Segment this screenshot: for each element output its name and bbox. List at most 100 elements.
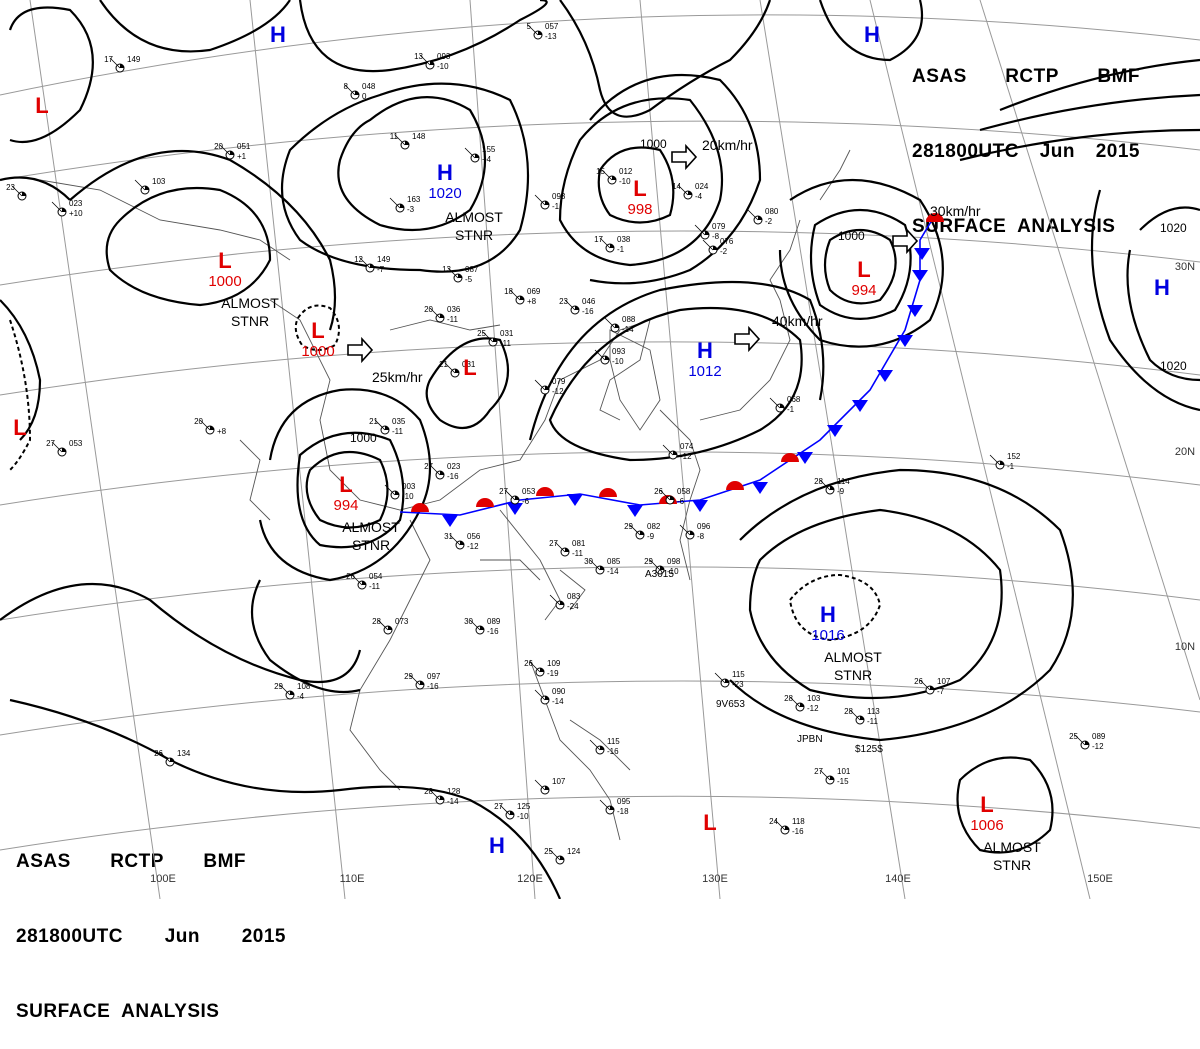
station-pressure: 079 bbox=[712, 222, 726, 231]
station-temperature: 20 bbox=[214, 142, 223, 151]
wind-barb-icon bbox=[159, 751, 171, 763]
station-pressure: 053 bbox=[522, 487, 536, 496]
center-status-note: STNR bbox=[834, 667, 872, 683]
movement-speed-label: 40km/hr bbox=[772, 313, 823, 329]
station-tendency: -10 bbox=[437, 62, 449, 71]
station-pressure: 080 bbox=[765, 207, 779, 216]
station-pressure: 096 bbox=[697, 522, 711, 531]
station-tendency: -10 bbox=[517, 812, 529, 821]
station-tendency: -11 bbox=[572, 549, 584, 558]
station-plot: 076-2 bbox=[702, 237, 734, 256]
station-tendency: +10 bbox=[69, 209, 83, 218]
station-temperature: 31 bbox=[444, 532, 453, 541]
station-pressure: 035 bbox=[392, 417, 406, 426]
high-pressure-icon: H bbox=[820, 602, 836, 627]
station-pressure: 093 bbox=[612, 347, 626, 356]
header-time: 281800UTC bbox=[16, 926, 123, 947]
station-plot: 29 108-4 bbox=[274, 682, 311, 701]
station-temperature: 26 bbox=[654, 487, 663, 496]
station-pressure: 074 bbox=[680, 442, 694, 451]
header-time: 281800UTC bbox=[912, 141, 1019, 162]
station-temperature: 17 bbox=[594, 235, 603, 244]
station-tendency: -1 bbox=[787, 405, 795, 414]
station-pressure: 038 bbox=[617, 235, 631, 244]
station-tendency: -10 bbox=[402, 492, 414, 501]
station-plot: 18 069+8 bbox=[504, 287, 541, 306]
longitude-label: 150E bbox=[1087, 873, 1113, 885]
cloud-cover-icon bbox=[545, 386, 549, 390]
wind-barb-icon bbox=[549, 849, 561, 861]
station-pressure: 115 bbox=[732, 670, 745, 679]
wind-barb-icon bbox=[429, 464, 441, 476]
station-plot: 27 081-11 bbox=[549, 539, 586, 558]
station-pressure: 058 bbox=[677, 487, 691, 496]
wind-barb-icon bbox=[662, 444, 674, 456]
latitude-label: 20N bbox=[1175, 446, 1195, 458]
station-plot: 095-18 bbox=[599, 797, 631, 816]
station-temperature: 24 bbox=[769, 817, 778, 826]
wind-barb-icon bbox=[659, 489, 671, 501]
station-tendency: -1 bbox=[617, 245, 625, 254]
cold-front-symbol bbox=[897, 335, 913, 347]
station-tendency: +1 bbox=[237, 152, 247, 161]
cloud-cover-icon bbox=[458, 274, 462, 278]
station-tendency: -16 bbox=[582, 307, 594, 316]
wind-barb-icon bbox=[679, 524, 691, 536]
wind-barb-icon bbox=[529, 661, 541, 673]
station-pressure: 113 bbox=[867, 707, 880, 716]
center-pressure-value: 994 bbox=[333, 497, 358, 514]
station-tendency: -15 bbox=[837, 777, 849, 786]
station-plot: 103 bbox=[134, 177, 166, 195]
station-pressure: 093 bbox=[437, 52, 451, 61]
station-pressure: 069 bbox=[527, 287, 541, 296]
station-plot: 25 031-11 bbox=[477, 329, 514, 348]
longitude-label: 130E bbox=[702, 873, 728, 885]
station-tendency: -2 bbox=[720, 247, 728, 256]
station-plot: 28 113-11 bbox=[844, 707, 880, 726]
station-tendency: -4 bbox=[297, 692, 305, 701]
station-tendency: -16 bbox=[607, 747, 619, 756]
wind-barb-icon bbox=[819, 479, 831, 491]
station-plot: 28 073 bbox=[372, 617, 409, 635]
station-pressure: 088 bbox=[622, 315, 636, 324]
station-pressure: 163 bbox=[407, 195, 421, 204]
wind-barb-icon bbox=[419, 54, 431, 66]
station-temperature: 28 bbox=[844, 707, 853, 716]
station-temperature: 28 bbox=[814, 477, 823, 486]
station-pressure: 134 bbox=[177, 749, 191, 758]
station-temperature: 13 bbox=[414, 52, 423, 61]
wind-barb-icon bbox=[134, 179, 146, 191]
station-plot: 26 054-11 bbox=[346, 572, 383, 591]
station-pressure: 114 bbox=[837, 477, 850, 486]
station-plot: 26 107-7 bbox=[914, 677, 951, 696]
cloud-cover-icon bbox=[545, 696, 549, 700]
station-pressure: 090 bbox=[552, 687, 566, 696]
station-tendency: -5 bbox=[465, 275, 473, 284]
cloud-cover-icon bbox=[538, 31, 542, 35]
station-pressure: 051 bbox=[237, 142, 251, 151]
wind-barb-icon bbox=[534, 689, 546, 701]
station-temperature: 14 bbox=[672, 182, 681, 191]
station-temperature: 25 bbox=[1069, 732, 1078, 741]
station-plot: 25 124 bbox=[544, 847, 581, 865]
cloud-cover-icon bbox=[510, 811, 514, 815]
warm-front-symbol bbox=[476, 498, 494, 507]
station-pressure: 003 bbox=[402, 482, 416, 491]
cloud-cover-icon bbox=[575, 306, 579, 310]
station-plot: 21 031 bbox=[439, 360, 476, 378]
station-plot: 096-8 bbox=[679, 522, 711, 541]
wind-barb-icon bbox=[649, 559, 661, 571]
station-temperature: 20 bbox=[424, 305, 433, 314]
cloud-cover-icon bbox=[455, 369, 459, 373]
center-status-note: ALMOST bbox=[445, 209, 503, 225]
station-tendency: -12 bbox=[807, 704, 819, 713]
station-pressure: 115 bbox=[607, 737, 620, 746]
station-plot: 28 128-14 bbox=[424, 787, 461, 806]
wind-barb-icon bbox=[599, 237, 611, 249]
cloud-cover-icon bbox=[62, 448, 66, 452]
wind-barb-icon bbox=[504, 489, 516, 501]
station-tendency: -10 bbox=[612, 357, 624, 366]
station-pressure: 036 bbox=[447, 305, 461, 314]
cloud-cover-icon bbox=[615, 324, 619, 328]
wind-barb-icon bbox=[534, 194, 546, 206]
